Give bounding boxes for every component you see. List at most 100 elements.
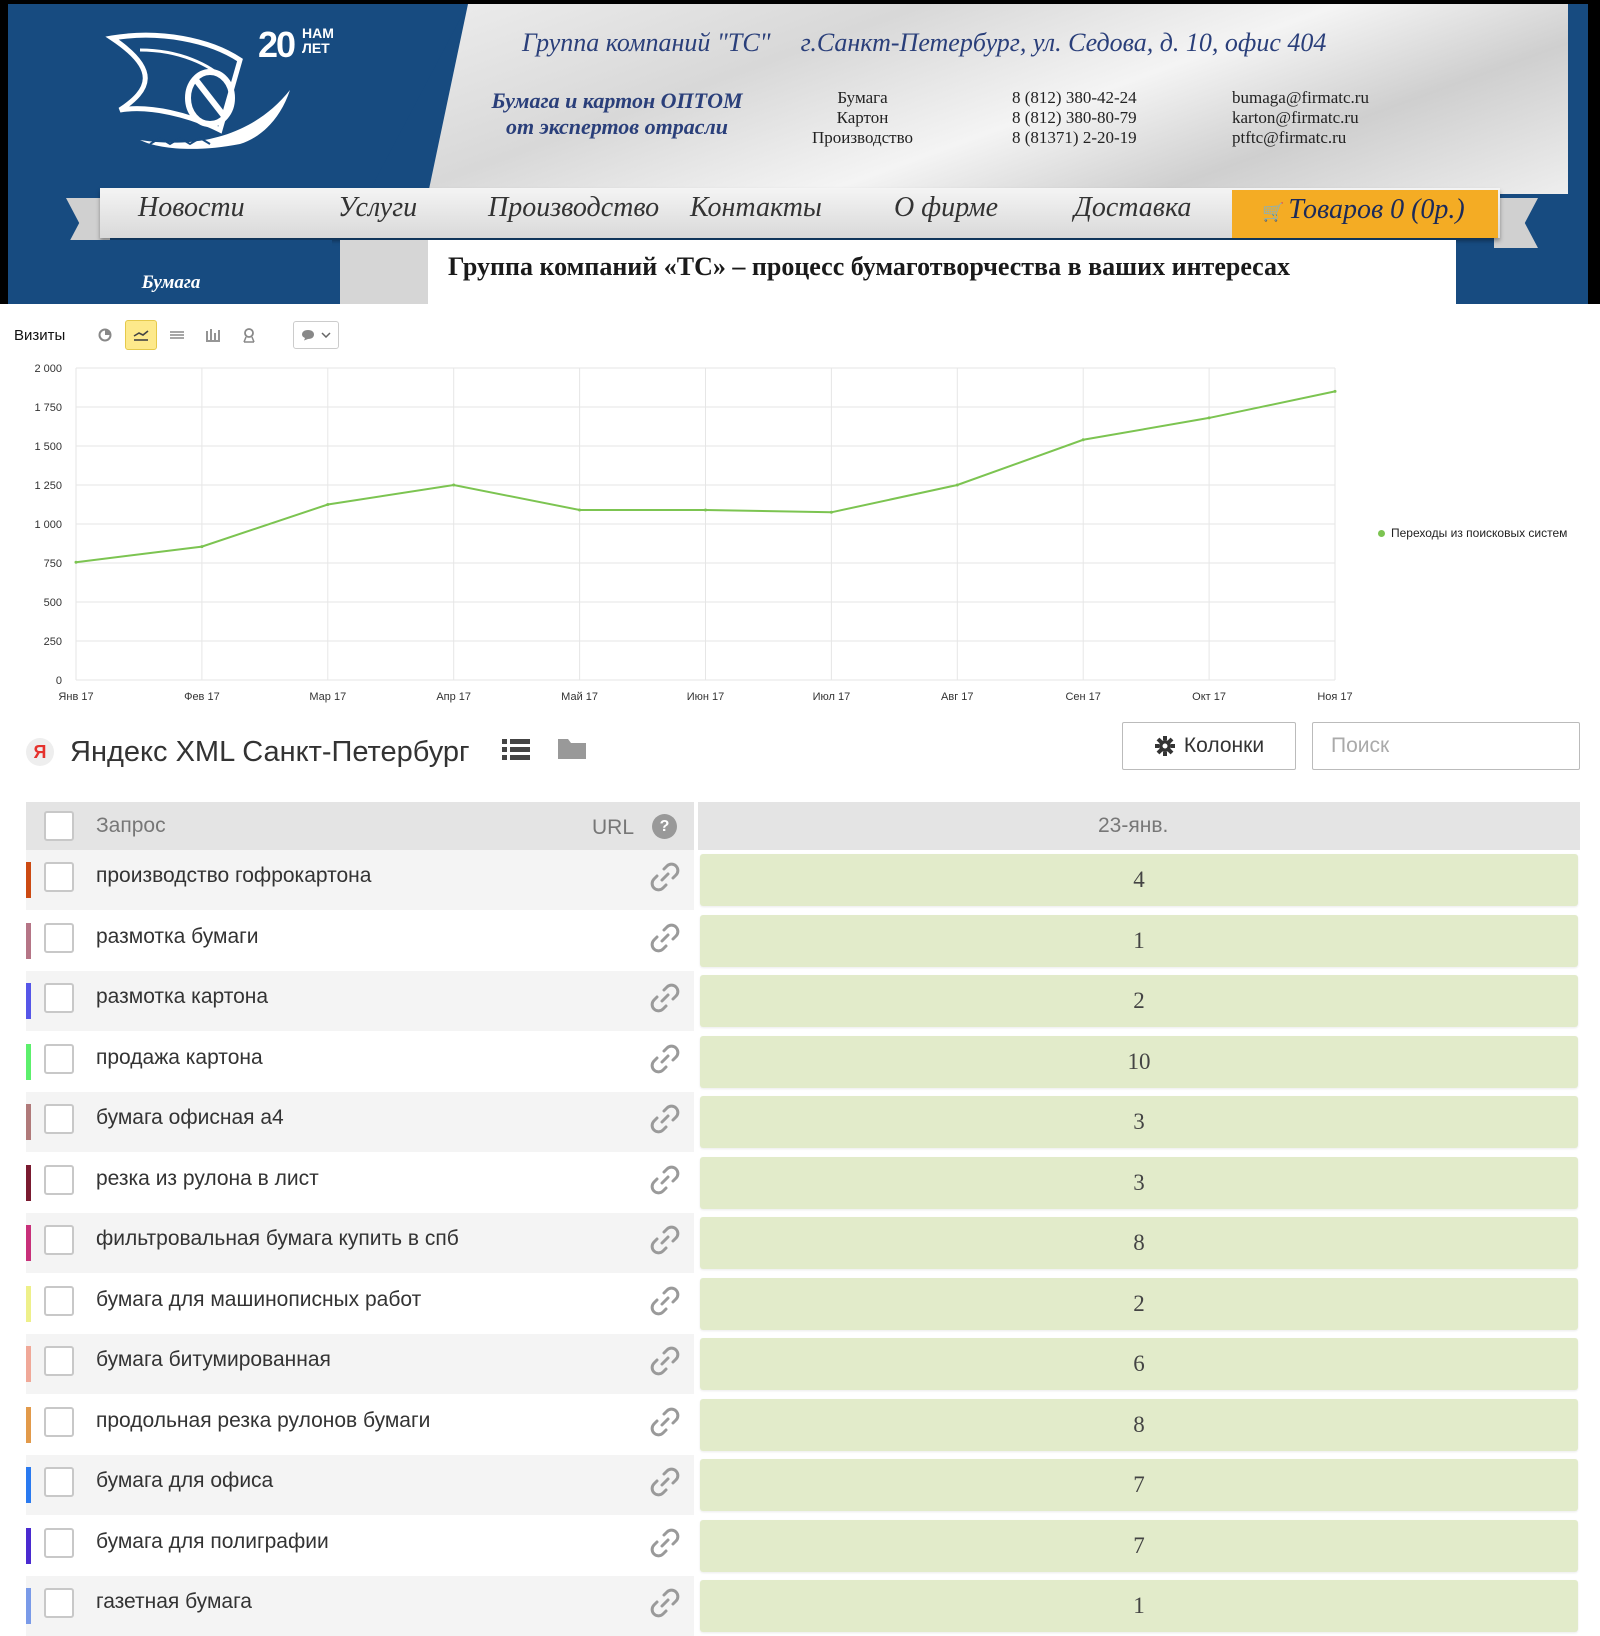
position-cell[interactable]: 4 xyxy=(700,854,1578,906)
position-cell[interactable]: 8 xyxy=(700,1217,1578,1269)
table-row[interactable]: размотка бумаги 1 xyxy=(26,910,1580,971)
y-tick-label: 250 xyxy=(44,636,62,648)
annotations-dropdown[interactable] xyxy=(293,321,340,349)
map-icon[interactable] xyxy=(233,320,265,350)
company-logo-icon[interactable] xyxy=(100,20,300,155)
link-icon[interactable] xyxy=(648,1586,682,1620)
folder-icon[interactable] xyxy=(557,737,586,767)
cart-button[interactable]: 🛒 Товаров 0 (0р.) xyxy=(1232,190,1498,238)
position-cell[interactable]: 10 xyxy=(700,1035,1578,1088)
query-text: продажа картона xyxy=(96,1045,263,1069)
query-color-marker xyxy=(26,1406,31,1443)
position-cell[interactable]: 7 xyxy=(700,1459,1578,1511)
link-icon[interactable] xyxy=(648,1405,682,1439)
row-checkbox[interactable] xyxy=(44,1527,74,1558)
help-icon[interactable]: ? xyxy=(652,814,677,839)
table-row[interactable]: резка из рулона в лист 3 xyxy=(26,1152,1580,1213)
table-row[interactable]: бумага битумированная 6 xyxy=(26,1334,1580,1394)
contact-labels: Бумага Картон Производство xyxy=(800,88,925,148)
pie-chart-icon[interactable] xyxy=(89,320,121,350)
link-icon[interactable] xyxy=(648,1344,682,1378)
column-header-date[interactable]: 23-янв. xyxy=(1098,814,1169,837)
position-cell[interactable]: 2 xyxy=(700,1277,1578,1330)
table-row[interactable]: фильтровальная бумага купить в спб 8 xyxy=(26,1213,1580,1273)
column-header-query[interactable]: Запрос xyxy=(96,814,166,837)
menu-item-services[interactable]: Услуги xyxy=(338,192,418,223)
contact-email-link[interactable]: bumaga@firmatc.ru xyxy=(1232,88,1369,107)
table-row-left: бумага для полиграфии xyxy=(26,1515,694,1576)
link-icon[interactable] xyxy=(648,1223,682,1257)
position-cell[interactable]: 2 xyxy=(700,975,1578,1027)
table-row[interactable]: бумага для машинописных работ 2 xyxy=(26,1273,1580,1334)
row-checkbox[interactable] xyxy=(44,1043,74,1074)
table-row[interactable]: размотка картона 2 xyxy=(26,971,1580,1031)
link-icon[interactable] xyxy=(648,981,682,1015)
y-tick-label: 500 xyxy=(44,597,62,609)
position-cell[interactable]: 3 xyxy=(700,1156,1578,1209)
list-view-icon[interactable] xyxy=(501,737,530,768)
position-cell[interactable]: 1 xyxy=(700,1580,1578,1632)
contact-email-link[interactable]: karton@firmatc.ru xyxy=(1232,108,1359,127)
table-row[interactable]: газетная бумага 1 xyxy=(26,1576,1580,1636)
line-chart-icon[interactable] xyxy=(125,320,158,350)
columns-button-label: Колонки xyxy=(1183,734,1265,757)
columns-button[interactable]: Колонки xyxy=(1122,722,1296,770)
sidebar-item-paper[interactable]: Бумага xyxy=(10,240,332,304)
link-icon[interactable] xyxy=(648,860,682,894)
row-checkbox[interactable] xyxy=(44,1467,74,1497)
search-input[interactable] xyxy=(1312,722,1580,770)
query-color-marker xyxy=(26,1588,31,1624)
table-row[interactable]: бумага для полиграфии 7 xyxy=(26,1515,1580,1576)
row-checkbox[interactable] xyxy=(44,1285,74,1316)
link-icon[interactable] xyxy=(648,1526,682,1560)
menu-item-about[interactable]: О фирме xyxy=(894,192,999,223)
row-checkbox[interactable] xyxy=(44,1406,74,1437)
data-point xyxy=(578,508,582,512)
row-checkbox[interactable] xyxy=(44,862,74,892)
row-checkbox[interactable] xyxy=(44,1588,74,1618)
contact-phone[interactable]: 8 (812) 380-42-24 xyxy=(1012,88,1137,107)
table-row[interactable]: производство гофрокартона 4 xyxy=(26,850,1580,910)
table-row[interactable]: продажа картона 10 xyxy=(26,1031,1580,1092)
row-checkbox[interactable] xyxy=(44,1225,74,1255)
data-point xyxy=(326,503,330,506)
position-cell[interactable]: 6 xyxy=(700,1338,1578,1390)
area-chart-icon[interactable] xyxy=(161,320,193,350)
chart-legend[interactable]: Переходы из поисковых систем xyxy=(1378,526,1567,540)
row-checkbox[interactable] xyxy=(44,1346,74,1376)
row-checkbox[interactable] xyxy=(44,922,74,953)
table-row-left: фильтровальная бумага купить в спб xyxy=(26,1213,694,1273)
link-icon[interactable] xyxy=(648,1284,682,1318)
link-icon[interactable] xyxy=(648,1465,682,1499)
link-icon[interactable] xyxy=(648,921,682,955)
position-cell[interactable]: 3 xyxy=(700,1096,1578,1148)
menu-item-production[interactable]: Производство xyxy=(488,192,660,223)
table-head: Запрос URL ? 23-янв. xyxy=(26,802,1580,850)
row-checkbox[interactable] xyxy=(44,1164,74,1195)
project-title: Яндекс XML Санкт-Петербург xyxy=(70,735,470,768)
row-checkbox[interactable] xyxy=(44,1104,74,1134)
position-cell[interactable]: 1 xyxy=(700,914,1578,967)
menu-item-delivery[interactable]: Доставка xyxy=(1074,192,1192,223)
query-text: фильтровальная бумага купить в спб xyxy=(96,1227,459,1250)
table-row[interactable]: бумага для офиса 7 xyxy=(26,1455,1580,1515)
contact-phone[interactable]: 8 (81371) 2-20-19 xyxy=(1012,128,1137,147)
position-cell[interactable]: 7 xyxy=(700,1519,1578,1572)
x-tick-label: Июн 17 xyxy=(687,691,725,703)
menu-item-contacts[interactable]: Контакты xyxy=(690,192,822,223)
data-point xyxy=(955,483,959,487)
link-icon[interactable] xyxy=(648,1102,682,1136)
position-cell[interactable]: 8 xyxy=(700,1398,1578,1451)
link-icon[interactable] xyxy=(648,1042,682,1076)
menu-item-news[interactable]: Новости xyxy=(138,192,245,223)
row-checkbox[interactable] xyxy=(44,983,74,1013)
select-all-checkbox[interactable] xyxy=(44,811,74,841)
link-icon[interactable] xyxy=(648,1163,682,1197)
header-paper-backdrop xyxy=(428,4,1568,194)
table-row[interactable]: продольная резка рулонов бумаги 8 xyxy=(26,1394,1580,1455)
data-point xyxy=(829,510,833,514)
bar-chart-icon[interactable] xyxy=(197,320,229,350)
contact-phone[interactable]: 8 (812) 380-80-79 xyxy=(1012,108,1137,127)
table-row[interactable]: бумага офисная а4 3 xyxy=(26,1092,1580,1152)
contact-email-link[interactable]: ptftc@firmatc.ru xyxy=(1232,128,1347,147)
